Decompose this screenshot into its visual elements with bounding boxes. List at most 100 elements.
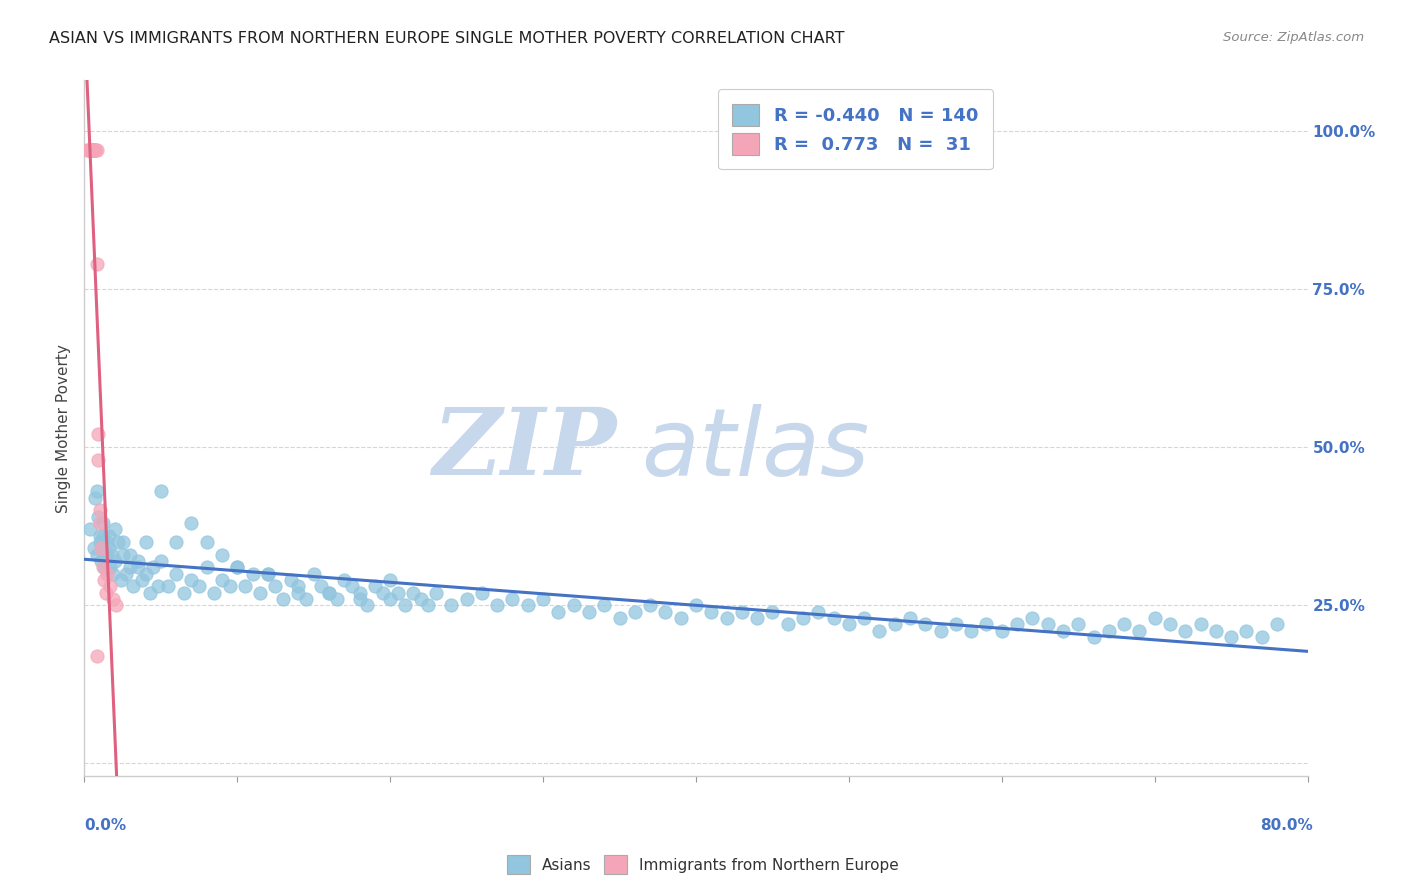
Point xyxy=(131,573,153,587)
Point xyxy=(149,484,172,499)
Point xyxy=(638,599,661,613)
Point xyxy=(91,529,114,543)
Point xyxy=(883,617,905,632)
Point xyxy=(157,579,180,593)
Point xyxy=(609,611,631,625)
Point xyxy=(325,591,347,606)
Point xyxy=(93,560,115,574)
Point xyxy=(84,143,107,157)
Point xyxy=(195,560,218,574)
Point xyxy=(86,257,108,271)
Point xyxy=(1205,624,1227,638)
Point xyxy=(79,143,101,157)
Point xyxy=(83,143,105,157)
Point xyxy=(280,573,302,587)
Point xyxy=(1083,630,1105,644)
Point xyxy=(364,579,387,593)
Point xyxy=(271,591,294,606)
Point xyxy=(94,585,117,599)
Point xyxy=(89,535,111,549)
Point xyxy=(578,605,600,619)
Point xyxy=(1189,617,1212,632)
Point xyxy=(91,560,114,574)
Point xyxy=(257,566,280,581)
Point xyxy=(562,599,585,613)
Point xyxy=(264,579,287,593)
Point xyxy=(83,143,105,157)
Point xyxy=(302,566,325,581)
Legend: Asians, Immigrants from Northern Europe: Asians, Immigrants from Northern Europe xyxy=(501,849,905,880)
Point xyxy=(90,554,112,568)
Point xyxy=(340,579,363,593)
Point xyxy=(380,573,402,587)
Y-axis label: Single Mother Poverty: Single Mother Poverty xyxy=(56,343,72,513)
Point xyxy=(127,560,149,574)
Point xyxy=(333,573,356,587)
Point xyxy=(318,585,340,599)
Point xyxy=(142,560,165,574)
Point xyxy=(387,585,409,599)
Point xyxy=(105,599,128,613)
Point xyxy=(83,143,105,157)
Point xyxy=(531,591,554,606)
Point xyxy=(87,509,110,524)
Point xyxy=(311,579,333,593)
Point xyxy=(195,535,218,549)
Point xyxy=(79,143,101,157)
Text: 80.0%: 80.0% xyxy=(1260,818,1313,832)
Point xyxy=(218,579,240,593)
Text: atlas: atlas xyxy=(641,403,869,494)
Point xyxy=(823,611,845,625)
Point xyxy=(97,541,120,556)
Point xyxy=(96,566,118,581)
Point xyxy=(1067,617,1090,632)
Point xyxy=(91,516,114,530)
Point xyxy=(87,427,110,442)
Point xyxy=(165,566,187,581)
Point xyxy=(807,605,830,619)
Point xyxy=(86,484,108,499)
Point xyxy=(93,573,115,587)
Point xyxy=(440,599,463,613)
Point xyxy=(287,579,309,593)
Point xyxy=(593,599,616,613)
Point xyxy=(747,611,769,625)
Point xyxy=(295,591,318,606)
Point xyxy=(792,611,814,625)
Point xyxy=(79,143,101,157)
Point xyxy=(84,143,107,157)
Point xyxy=(1159,617,1181,632)
Point xyxy=(945,617,967,632)
Point xyxy=(188,579,211,593)
Point xyxy=(173,585,195,599)
Point xyxy=(502,591,524,606)
Point xyxy=(86,548,108,562)
Point xyxy=(960,624,983,638)
Point xyxy=(1174,624,1197,638)
Point xyxy=(1128,624,1150,638)
Point xyxy=(114,566,136,581)
Point xyxy=(103,591,125,606)
Point xyxy=(287,585,309,599)
Point xyxy=(898,611,921,625)
Point xyxy=(669,611,692,625)
Point xyxy=(146,579,169,593)
Point xyxy=(1036,617,1059,632)
Point xyxy=(716,611,738,625)
Point xyxy=(76,143,98,157)
Point xyxy=(1143,611,1166,625)
Point xyxy=(180,573,202,587)
Point xyxy=(471,585,494,599)
Point xyxy=(89,503,111,517)
Point xyxy=(700,605,723,619)
Point xyxy=(135,566,157,581)
Point xyxy=(456,591,478,606)
Point xyxy=(84,491,107,505)
Point xyxy=(547,605,569,619)
Point xyxy=(349,585,371,599)
Point xyxy=(103,566,125,581)
Point xyxy=(731,605,754,619)
Point xyxy=(84,143,107,157)
Point xyxy=(127,554,149,568)
Point xyxy=(761,605,783,619)
